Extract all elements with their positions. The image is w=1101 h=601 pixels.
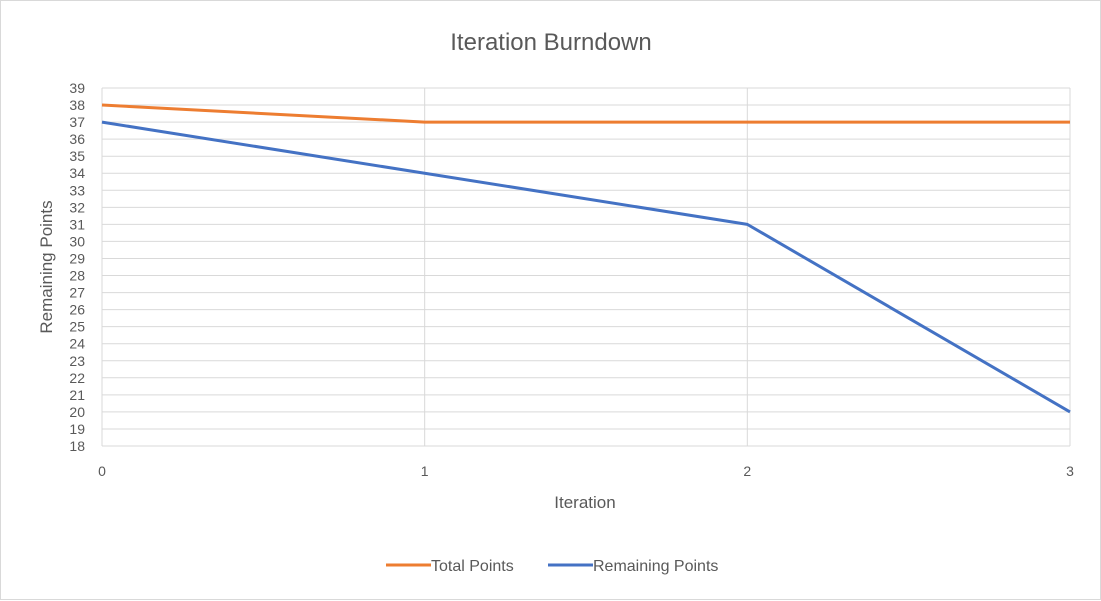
y-tick-label: 29 bbox=[69, 250, 85, 266]
y-tick-label: 33 bbox=[69, 182, 85, 198]
y-tick-label: 26 bbox=[69, 302, 85, 318]
x-axis-label: Iteration bbox=[554, 493, 615, 512]
x-tick-label: 2 bbox=[743, 463, 751, 479]
series-lines bbox=[101, 103, 1071, 414]
x-tick-label: 3 bbox=[1066, 463, 1074, 479]
y-tick-label: 18 bbox=[69, 438, 85, 454]
y-tick-label: 19 bbox=[69, 421, 85, 437]
y-tick-label: 20 bbox=[69, 404, 85, 420]
gridlines bbox=[101, 87, 1071, 447]
legend-label: Total Points bbox=[431, 558, 514, 575]
y-tick-label: 34 bbox=[69, 165, 85, 181]
y-tick-label: 22 bbox=[69, 370, 85, 386]
series-line-total-points bbox=[101, 103, 1070, 124]
y-tick-label: 23 bbox=[69, 353, 85, 369]
y-axis-label: Remaining Points bbox=[37, 200, 56, 333]
y-tick-label: 31 bbox=[69, 216, 85, 232]
y-tick-label: 37 bbox=[69, 114, 85, 130]
x-axis-tick-labels: 0 1 2 3 bbox=[98, 463, 1074, 479]
y-tick-label: 21 bbox=[69, 387, 85, 403]
y-tick-label: 24 bbox=[69, 336, 85, 352]
chart-title: Iteration Burndown bbox=[450, 29, 651, 56]
y-tick-label: 35 bbox=[69, 148, 85, 164]
y-tick-label: 32 bbox=[69, 199, 85, 215]
y-tick-label: 27 bbox=[69, 285, 85, 301]
y-tick-label: 39 bbox=[69, 80, 85, 96]
y-tick-label: 30 bbox=[69, 233, 85, 249]
y-tick-label: 38 bbox=[69, 97, 85, 113]
x-tick-label: 1 bbox=[421, 463, 429, 479]
y-tick-label: 25 bbox=[69, 319, 85, 335]
series-line-remaining-points bbox=[101, 120, 1071, 414]
y-tick-label: 36 bbox=[69, 131, 85, 147]
legend-label: Remaining Points bbox=[593, 558, 718, 575]
x-tick-label: 0 bbox=[98, 463, 106, 479]
legend: Total Points Remaining Points bbox=[386, 558, 718, 575]
y-tick-label: 28 bbox=[69, 268, 85, 284]
